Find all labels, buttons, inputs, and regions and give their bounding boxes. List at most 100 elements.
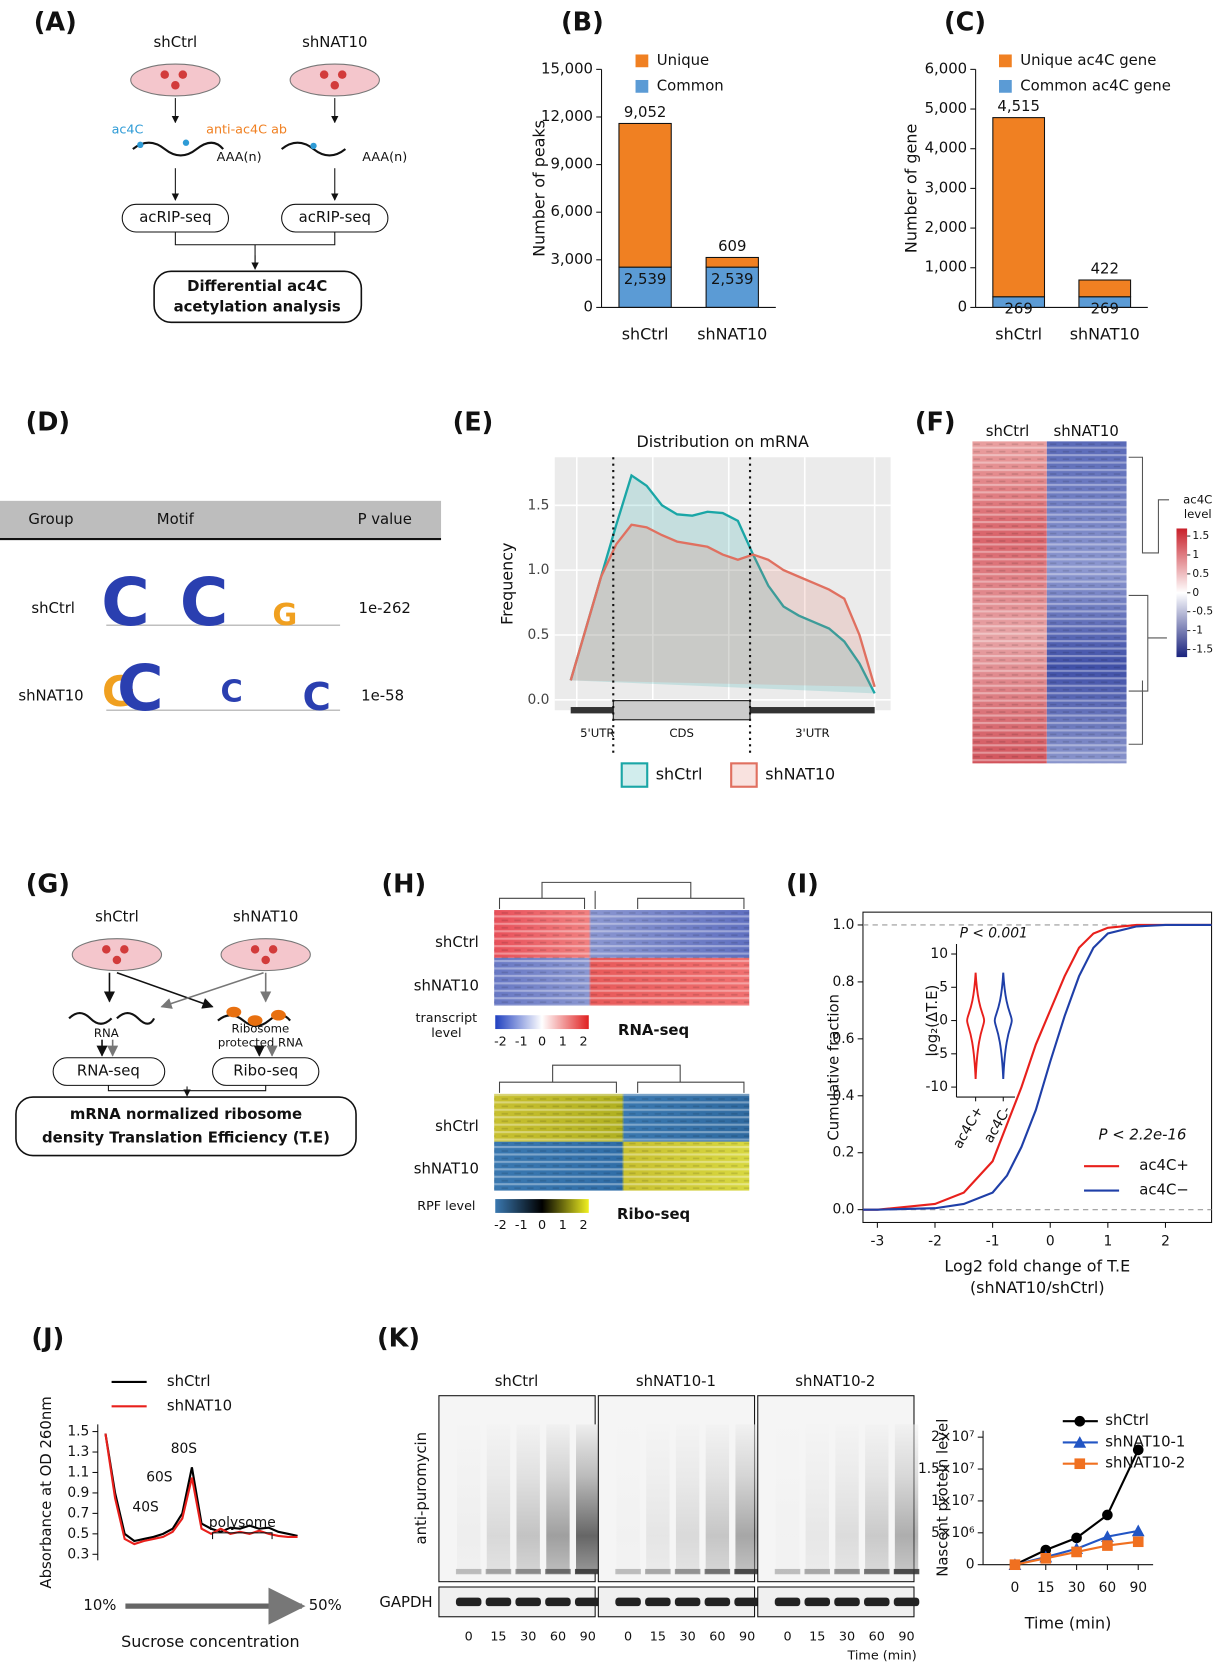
blot-band [804,1568,831,1575]
y-tick-label: 3,000 [550,250,593,268]
x-tick-label: 0 [1046,1234,1055,1250]
x-tick-label: shCtrl [995,325,1042,344]
cds-box [612,700,751,721]
y-tick-label: 0 [966,1557,975,1573]
dish [130,63,221,97]
region-label: 3'UTR [795,726,829,740]
time-label: Time (min) [846,1649,916,1664]
assay-label: acRIP-seq [299,208,371,226]
time-label: 0 [783,1629,791,1644]
blot-band [834,1568,860,1575]
colorbar-tick-label: 0 [538,1034,546,1049]
blot-smear [516,1424,540,1574]
colorbar [495,1015,589,1030]
blot-smear [865,1424,889,1574]
group-label: shNAT10 [233,907,298,925]
point [1101,1530,1114,1542]
x-tick-label: 60 [1099,1580,1117,1596]
legend-label: Unique ac4C gene [1020,51,1156,69]
blot-smear [894,1424,919,1574]
y-axis-label: Frequency [498,543,517,625]
x-tick-label: 0 [1011,1580,1020,1596]
y-axis-label: log₂(ΔT.E) [923,985,941,1057]
assay-label: RNA-seq [77,1062,140,1080]
y-tick-label: 0.0 [528,692,550,708]
blot-smear [705,1424,730,1574]
y-tick-label: 2,000 [925,218,968,236]
loading-band [834,1597,860,1607]
blot-band [515,1568,541,1575]
y-axis-label: Number of gene [901,124,920,253]
time-label: 15 [490,1629,506,1644]
y-tick-label: 0.0 [833,1202,855,1218]
colorbar [1176,528,1188,658]
legend-marker [1074,1458,1086,1470]
legend-swatch [999,54,1012,68]
x-tick-label: ac4C+ [950,1104,987,1152]
blot-smear [546,1424,570,1574]
legend-title: RPF level [417,1199,475,1214]
y-axis-label: Cumulative fraction [824,994,842,1141]
box [15,1096,357,1157]
blot-band [734,1568,760,1575]
y-tick-label: 6,000 [550,202,593,220]
panel-h: (H) shCtrl shNAT10 transcript level RNA-… [382,870,750,1223]
panel-label: (F) [915,407,956,437]
gradient-label: 10% [83,1596,116,1614]
bar-segment [1078,279,1132,298]
antibody-label: anti-ac4C ab [206,122,287,137]
table-header [0,500,442,539]
legend-swatch [635,79,649,93]
legend-swatch [999,79,1012,93]
y-tick-label: 1,000 [925,258,968,276]
bar-segment [705,256,759,268]
colorbar-tick-label: 1 [559,1218,567,1233]
panel-label: (A) [34,8,77,38]
group-label: shCtrl [95,907,139,925]
colorbar-tick-label: -1 [515,1034,528,1049]
y-tick-label: -10 [925,1079,948,1095]
x-tick-label: shNAT10 [697,325,767,344]
blot-smear [835,1424,859,1574]
y-tick-label: -5 [934,1046,948,1062]
panel-label: (K) [377,1323,420,1353]
legend-label: Common ac4C gene [1020,76,1171,94]
chart-title: Distribution on mRNA [636,432,808,451]
time-label: 30 [679,1629,695,1644]
row-label: shNAT10 [18,686,83,704]
legend-swatch [730,762,758,788]
y-tick-label: 0.8 [833,974,855,990]
point [1102,1509,1113,1521]
value-label: 609 [718,237,746,255]
legend-label: shNAT10-1 [1105,1432,1185,1450]
arrow [116,971,214,1009]
panel-label: (B) [561,8,604,38]
time-label: 60 [550,1629,566,1644]
time-label: 0 [465,1629,473,1644]
lane-label: shNAT10-1 [636,1372,716,1390]
motif-letter: C [180,563,229,641]
loading-band [804,1597,831,1607]
blot-band [704,1568,731,1575]
y-tick-label: 10 [930,946,948,962]
cells [160,70,347,90]
blot-band [774,1568,801,1575]
p-value: 1e-262 [359,599,411,617]
antibody-label: anti-puromycin [412,1432,430,1545]
dendrogram [498,1064,745,1093]
time-label: 15 [809,1629,825,1644]
peak-label: 60S [146,1470,172,1486]
value-label: 422 [1091,259,1119,277]
result-label: Differential ac4C [187,277,327,295]
ac4c-site [137,139,317,150]
legend-title: ac4C [1183,492,1212,506]
x-tick-label: ac4C- [981,1104,1015,1146]
legend-label: shCtrl [656,765,703,784]
x-axis-label: Sucrose concentration [121,1632,300,1651]
dish [71,938,163,972]
x-axis-label: Log2 fold change of T.E [944,1257,1130,1276]
y-tick-label: 0.5 [528,627,550,643]
row-label: shCtrl [435,1117,479,1135]
time-label: 30 [839,1629,855,1644]
motif-letter: C [221,675,243,710]
